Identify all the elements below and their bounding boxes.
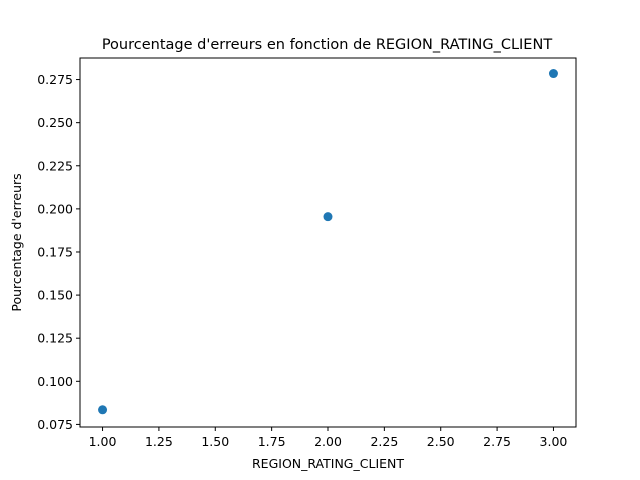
x-tick-label: 2.50 xyxy=(427,434,455,449)
data-points xyxy=(98,69,558,415)
x-tick-label: 2.00 xyxy=(314,434,342,449)
x-tick-label: 1.50 xyxy=(201,434,229,449)
y-tick-label: 0.150 xyxy=(37,288,73,303)
y-tick-label: 0.100 xyxy=(37,374,73,389)
y-tick-label: 0.125 xyxy=(37,331,73,346)
plot-area: 1.00 1.25 1.50 1.75 2.00 2.25 2.50 2.75 3.00 0.0… xyxy=(37,57,577,449)
y-tick-label: 0.200 xyxy=(37,201,73,216)
x-axis-ticks: 1.00 1.25 1.50 1.75 2.00 2.25 2.50 2.75 3.00 xyxy=(89,427,568,449)
x-tick-label: 1.25 xyxy=(145,434,173,449)
chart-title: Pourcentage d'erreurs en fonction de REG… xyxy=(102,37,552,53)
data-point xyxy=(98,405,108,415)
x-tick-label: 1.00 xyxy=(89,434,117,449)
x-axis-label: REGION_RATING_CLIENT xyxy=(252,456,404,471)
y-axis-label: Pourcentage d'erreurs xyxy=(9,173,24,311)
x-tick-label: 1.75 xyxy=(258,434,286,449)
plot-frame xyxy=(79,57,577,428)
x-tick-label: 2.25 xyxy=(370,434,398,449)
x-tick-label: 3.00 xyxy=(540,434,568,449)
y-tick-label: 0.225 xyxy=(37,158,73,173)
y-axis-ticks: 0.075 0.100 0.125 0.150 0.175 0.200 0.225 0.250… xyxy=(37,72,80,432)
y-tick-label: 0.075 xyxy=(37,417,73,432)
y-tick-label: 0.250 xyxy=(37,115,73,130)
x-tick-label: 2.75 xyxy=(483,434,511,449)
y-tick-label: 0.275 xyxy=(37,72,73,87)
data-point xyxy=(323,212,333,222)
y-tick-label: 0.175 xyxy=(37,244,73,259)
data-point xyxy=(548,69,558,79)
